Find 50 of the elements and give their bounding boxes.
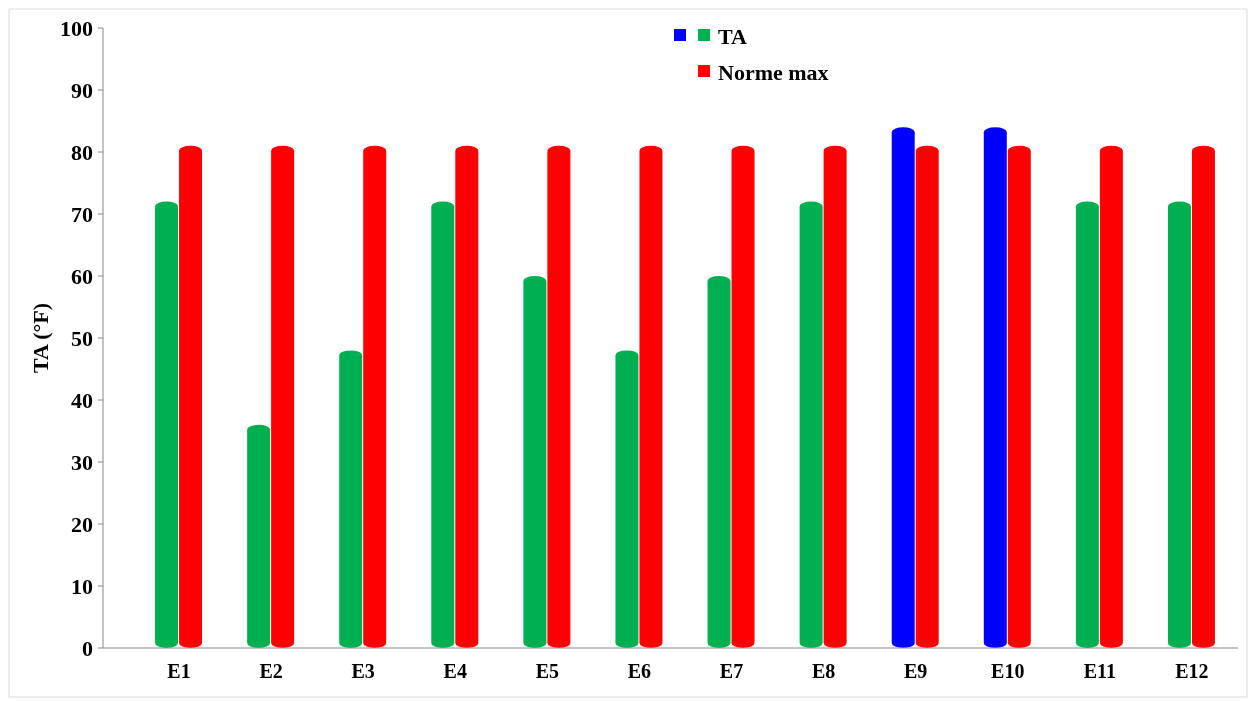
bar	[1075, 201, 1099, 648]
bar	[1007, 145, 1031, 648]
y-tick-label: 0	[82, 635, 93, 661]
x-tick-label: E10	[991, 660, 1025, 682]
y-axis-title: TA (°F)	[28, 302, 53, 374]
x-tick-label: E4	[443, 660, 467, 682]
bar	[639, 145, 663, 648]
bar	[891, 127, 915, 648]
y-tick-label: 70	[71, 201, 93, 227]
bar	[615, 350, 639, 648]
x-tick-label: E9	[904, 660, 928, 682]
bar	[823, 145, 847, 648]
bar	[983, 127, 1007, 648]
legend-label: TA	[718, 23, 748, 49]
bar	[547, 145, 571, 648]
bar	[731, 145, 755, 648]
bar	[339, 350, 363, 648]
legend-label: Norme max	[718, 59, 829, 85]
bar	[431, 201, 455, 648]
x-tick-label: E12	[1175, 660, 1209, 682]
bar	[455, 145, 479, 648]
bar	[247, 424, 271, 648]
x-tick-label: E7	[719, 660, 744, 682]
x-tick-label: E1	[167, 660, 191, 682]
y-tick-label: 100	[60, 15, 93, 41]
x-tick-label: E11	[1083, 660, 1116, 682]
bar	[799, 201, 823, 648]
bar	[523, 276, 547, 648]
bar	[1191, 145, 1215, 648]
bar	[1099, 145, 1123, 648]
x-tick-label: E2	[259, 660, 283, 682]
y-tick-label: 30	[71, 449, 93, 475]
y-tick-label: 10	[71, 573, 93, 599]
bar	[271, 145, 295, 648]
bar	[363, 145, 387, 648]
y-tick-label: 20	[71, 511, 93, 537]
x-tick-label: E6	[627, 660, 652, 682]
bar	[1167, 201, 1191, 648]
y-tick-label: 80	[71, 139, 93, 165]
x-tick-label: E5	[535, 660, 560, 682]
bar	[707, 276, 731, 648]
y-tick-label: 90	[71, 77, 93, 103]
bar	[179, 145, 203, 648]
bar	[915, 145, 939, 648]
bar	[155, 201, 179, 648]
x-tick-label: E8	[811, 660, 836, 682]
x-tick-label: E3	[351, 660, 375, 682]
y-tick-label: 40	[71, 387, 93, 413]
y-tick-label: 60	[71, 263, 93, 289]
y-tick-label: 50	[71, 325, 93, 351]
